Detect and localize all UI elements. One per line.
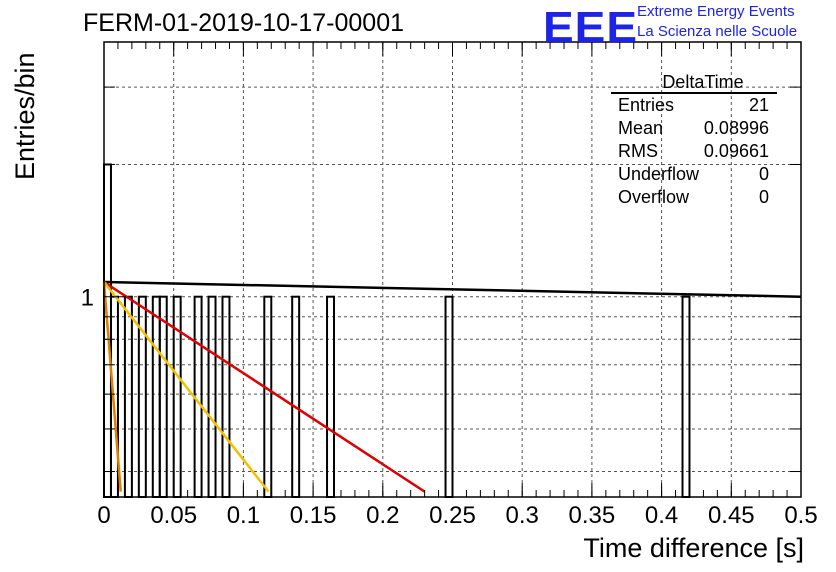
- logo-line-2: La Scienza nelle Scuole: [637, 23, 798, 40]
- fit-line: [103, 280, 802, 298]
- histogram-bar: [263, 295, 273, 498]
- stats-value: 0: [758, 187, 769, 207]
- histogram-bar: [221, 295, 231, 498]
- x-tick-label: 0.05: [150, 502, 197, 529]
- stats-row-rms: RMS 0.09661: [611, 140, 777, 163]
- x-tick-label: 0.2: [366, 502, 399, 529]
- eee-logo: EEE: [543, 1, 639, 52]
- y-tick-label: 1: [81, 285, 94, 312]
- fit-line: [103, 281, 270, 493]
- x-tick-label: 0.25: [429, 502, 476, 529]
- x-tick-label: 0.4: [645, 502, 678, 529]
- stats-value: 0.08996: [703, 118, 769, 138]
- stats-label: Underflow: [618, 164, 700, 184]
- plot-frame: [103, 41, 802, 498]
- histogram-bars: [103, 163, 691, 498]
- fit-line: [103, 280, 426, 493]
- stats-value: 0.09661: [703, 141, 769, 161]
- stats-row-mean: Mean 0.08996: [611, 117, 777, 140]
- histogram-bar: [444, 295, 454, 498]
- stats-row-underflow: Underflow 0: [611, 163, 777, 186]
- stats-label: Overflow: [618, 187, 690, 207]
- histogram-bar: [151, 295, 161, 498]
- histogram-bar: [291, 295, 301, 498]
- stats-value: 21: [748, 95, 769, 115]
- x-tick-label: 0.35: [569, 502, 616, 529]
- stats-label: Mean: [618, 118, 664, 138]
- histogram-bar: [172, 295, 182, 498]
- histogram-bar: [681, 295, 691, 498]
- stats-title: DeltaTime: [611, 72, 777, 94]
- logo-line-1: Extreme Energy Events: [637, 3, 795, 20]
- y-axis-label: Entries/bin: [10, 52, 40, 180]
- x-tick-label: 0: [97, 502, 110, 529]
- x-tick-label: 0.15: [290, 502, 337, 529]
- x-tick-labels: 0 0.05 0.1 0.15 0.2 0.25 0.3 0.35 0.4 0.45 0.5: [97, 502, 817, 529]
- stats-value: 0: [758, 164, 769, 184]
- x-tick-label: 0.5: [784, 502, 817, 529]
- x-tick-label: 0.1: [227, 502, 260, 529]
- histogram-bar: [207, 295, 217, 498]
- histogram-bar: [123, 295, 133, 498]
- y-tick-labels: 1: [81, 285, 94, 312]
- stats-row-overflow: Overflow 0: [611, 186, 777, 209]
- run-title: FERM-01-2019-10-17-00001: [83, 9, 405, 37]
- stats-row-entries: Entries 21: [611, 94, 777, 117]
- x-tick-label: 0.3: [506, 502, 539, 529]
- histogram-bar: [326, 295, 336, 498]
- axis-ticks: [103, 42, 802, 497]
- stats-label: RMS: [618, 141, 658, 161]
- stats-box: DeltaTime Entries 21 Mean 0.08996 RMS 0.…: [611, 72, 777, 209]
- stats-label: Entries: [618, 95, 675, 115]
- x-axis-label: Time difference [s]: [583, 533, 804, 563]
- x-tick-label: 0.45: [708, 502, 755, 529]
- histogram-bar: [158, 295, 168, 498]
